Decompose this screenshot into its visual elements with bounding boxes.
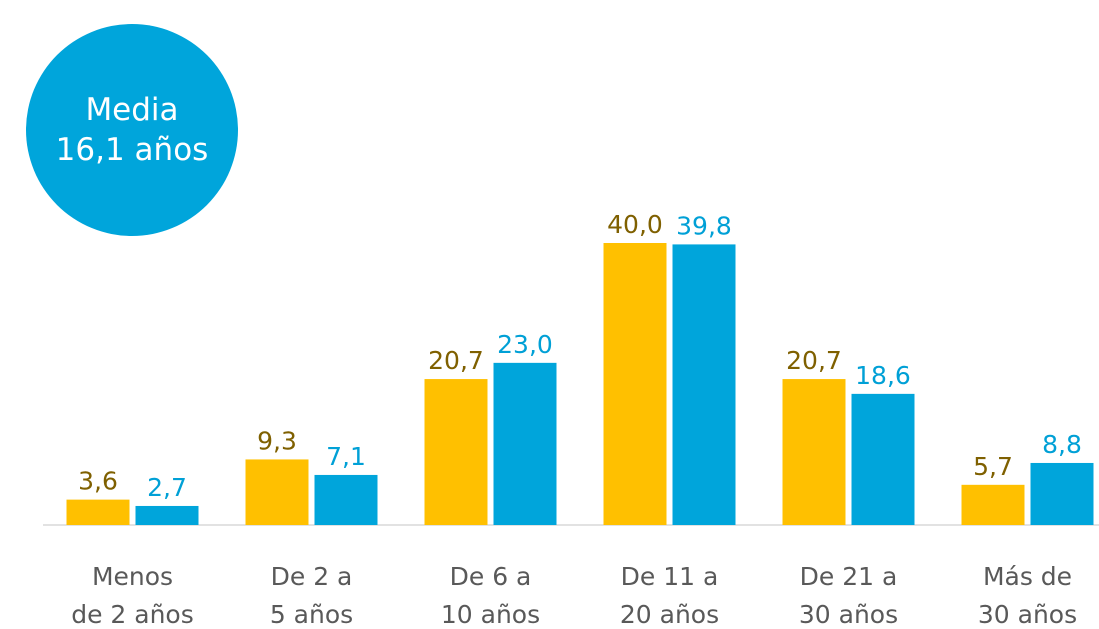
value-label: 2,7: [147, 473, 187, 502]
bar: [314, 474, 378, 525]
value-label: 3,6: [78, 467, 118, 496]
x-tick-label: Menos de 2 años: [71, 562, 194, 629]
bar: [672, 244, 736, 525]
value-label: 7,1: [326, 442, 366, 471]
bar: [782, 379, 846, 525]
value-label: 39,8: [676, 211, 732, 240]
value-label: 9,3: [257, 426, 297, 455]
bar: [66, 499, 130, 525]
x-tick-label: De 6 a 10 años: [440, 562, 541, 629]
x-tick-label: De 21 a 30 años: [798, 562, 899, 629]
value-label: 5,7: [973, 452, 1013, 481]
bar: [603, 243, 667, 525]
bar: [961, 484, 1025, 525]
bar: [245, 459, 309, 525]
annotation: Media 16,1 años: [55, 92, 209, 168]
x-tick-label: De 2 a 5 años: [269, 562, 354, 629]
bar: [135, 505, 199, 525]
value-label: 20,7: [428, 346, 484, 375]
value-label: 23,0: [497, 330, 553, 359]
bar: [424, 379, 488, 525]
bar: [493, 362, 557, 525]
x-tick-label: Más de 30 años: [977, 562, 1078, 629]
value-label: 8,8: [1042, 430, 1082, 459]
x-tick-label: De 11 a 20 años: [619, 562, 720, 629]
annotation-circle: Media 16,1 años: [26, 24, 238, 236]
value-label: 18,6: [855, 361, 911, 390]
bar: [1030, 462, 1094, 525]
bar: [851, 393, 915, 525]
value-label: 20,7: [786, 346, 842, 375]
value-label: 40,0: [607, 210, 663, 239]
